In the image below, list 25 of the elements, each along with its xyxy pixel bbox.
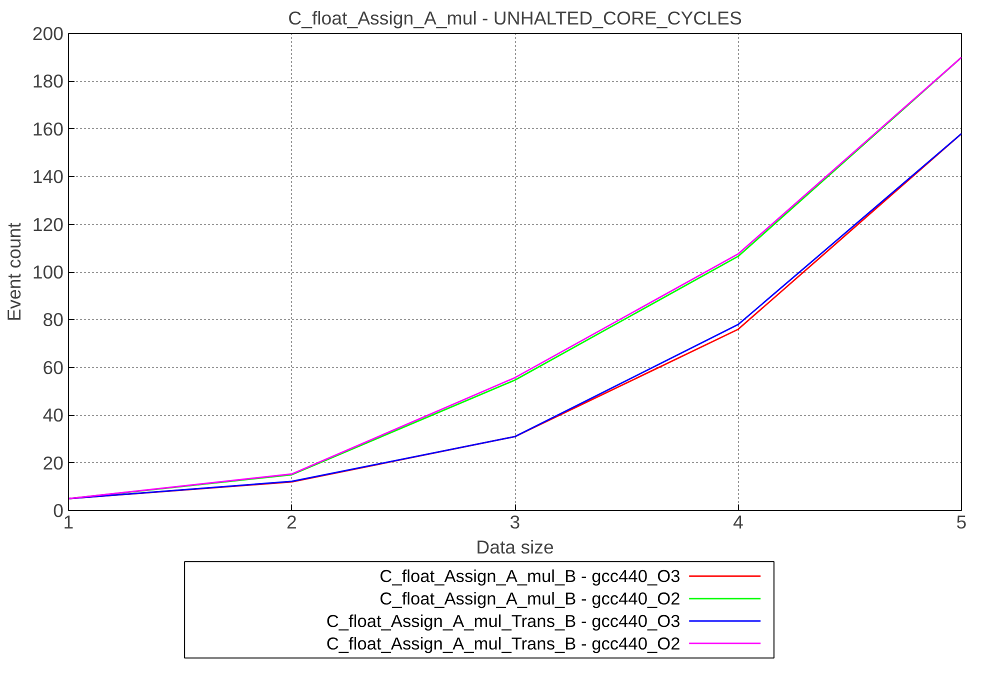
y-tick-label: 60: [42, 356, 64, 378]
legend-label: C_float_Assign_A_mul_Trans_B - gcc440_O3: [326, 610, 680, 631]
legend-label: C_float_Assign_A_mul_B - gcc440_O3: [380, 566, 680, 586]
y-tick-label: 80: [42, 309, 64, 330]
line-series: [68, 56, 962, 500]
x-tick-label: 5: [956, 512, 967, 532]
x-axis-title: Data size: [476, 536, 554, 558]
y-tick-label: 20: [42, 452, 64, 474]
legend-label: C_float_Assign_A_mul_B - gcc440_O2: [380, 588, 680, 609]
y-tick-label: 40: [42, 404, 64, 426]
y-tick-label: 200: [32, 23, 64, 44]
line-series: [68, 132, 962, 500]
chart-title: C_float_Assign_A_mul - UNHALTED_CORE_CYCLES: [288, 8, 742, 28]
x-tick-label: 4: [733, 512, 744, 532]
x-tick-label: 3: [510, 512, 520, 532]
y-tick-label: 160: [32, 118, 64, 140]
legend-label: C_float_Assign_A_mul_Trans_B - gcc440_O2: [326, 633, 680, 654]
y-tick-label: 120: [32, 214, 64, 235]
y-tick-label: 140: [32, 166, 64, 188]
x-tick-label: 2: [286, 512, 297, 532]
x-tick-label: 1: [63, 512, 74, 532]
y-tick-label: 0: [53, 500, 64, 521]
y-axis-title: Event count: [3, 222, 24, 322]
y-tick-label: 180: [32, 70, 64, 92]
y-tick-label: 100: [32, 262, 64, 282]
